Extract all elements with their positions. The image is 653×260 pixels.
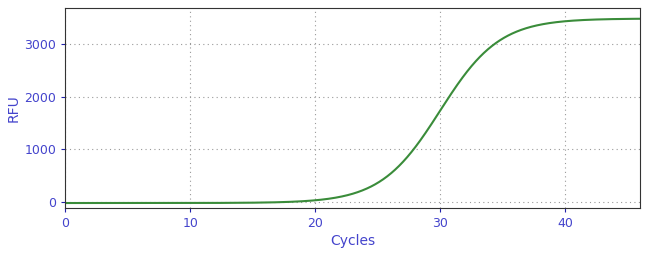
X-axis label: Cycles: Cycles [330, 234, 375, 248]
Y-axis label: RFU: RFU [7, 94, 20, 122]
